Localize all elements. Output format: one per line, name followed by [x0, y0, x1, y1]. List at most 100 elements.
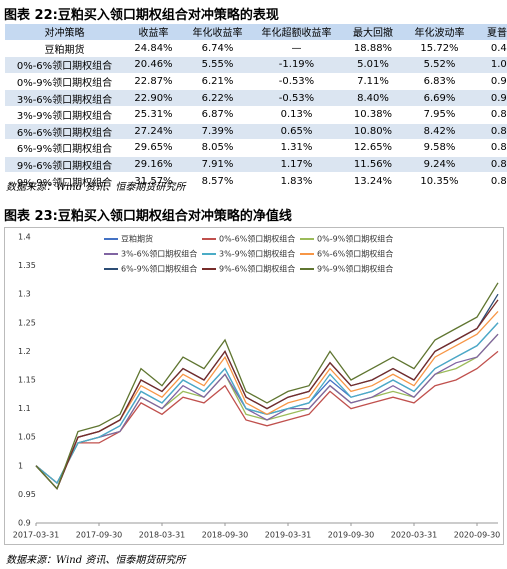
table-cell: 0.83: [474, 172, 507, 190]
table-source: 数据来源：Wind 资讯、恒泰期货研究所: [6, 182, 186, 193]
x-tick-label: 2019-09-30: [328, 531, 375, 540]
table-cell: 0.86: [474, 106, 507, 124]
table-cell: 6.87%: [183, 106, 252, 124]
table-cell: 10.35%: [405, 172, 474, 190]
table-cell: 9%-9%领口期权组合: [5, 172, 124, 190]
x-tick-label: 2019-03-31: [265, 531, 312, 540]
x-tick-label: 2018-03-31: [139, 531, 186, 540]
table-cell: -0.53%: [252, 73, 341, 91]
table-cell: 年化超额收益率: [252, 24, 341, 41]
legend-label: 6%-6%领口期权组合: [317, 249, 393, 259]
table-cell: -0.53%: [252, 89, 341, 107]
table: 对冲策略收益率年化收益率年化超额收益率最大回撤年化波动率夏普比豆粕期货24.84…: [5, 24, 507, 190]
chart: 0.9 0.95 1 1.05 1.1 1.15 1.2 1.25 1.3 1.35 1.4 2017…: [4, 227, 504, 545]
series-line: [35, 350, 499, 485]
table-cell: 0.86: [474, 156, 507, 174]
table-cell: 6.69%: [405, 89, 474, 107]
table-cell: 22.87%: [124, 73, 183, 91]
table-cell: 27.24%: [124, 123, 183, 141]
table-cell: 8.42%: [405, 123, 474, 141]
table-cell: 22.90%: [124, 89, 183, 107]
table-cell: 0.88: [474, 123, 507, 141]
table-cell: 6%-6%领口期权组合: [5, 123, 124, 141]
table-cell: 8.40%: [341, 89, 405, 107]
table-cell: -1.19%: [252, 56, 341, 74]
table-cell: 0%-9%领口期权组合: [5, 73, 124, 91]
table-cell: 5.01%: [341, 56, 405, 74]
table-cell: 0.13%: [252, 106, 341, 124]
table-cell: 6%-9%领口期权组合: [5, 139, 124, 157]
y-tick-label: 0.9: [18, 519, 31, 528]
table-cell: 0.91: [474, 73, 507, 91]
table-cell: 0.84: [474, 139, 507, 157]
table-row: 6%-6%领口期权组合 27.24% 7.39% 0.65% 10.80% 8.42% 0.…: [5, 123, 507, 141]
table-cell: 18.88%: [341, 40, 405, 58]
legend-label: 豆粕期货: [121, 234, 153, 244]
table-cell: 对冲策略: [5, 24, 124, 41]
x-tick-label: 2020-09-30: [454, 531, 501, 540]
y-tick-label: 1.05: [18, 433, 36, 442]
table-cell: 1.01: [474, 56, 507, 74]
table-cell: 31.57%: [124, 172, 183, 190]
y-tick-label: 1.2: [18, 347, 31, 356]
y-tick-label: 0.95: [18, 490, 36, 499]
legend-label: 9%-9%领口期权组合: [317, 264, 393, 274]
table-row: 对冲策略收益率年化收益率年化超额收益率最大回撤年化波动率夏普比: [5, 24, 507, 41]
table-row: 0%-6%领口期权组合 20.46% 5.55% -1.19% 5.01% 5.52% 1.…: [5, 56, 507, 74]
table-cell: 8.57%: [183, 172, 252, 190]
table-row: 9%-9%领口期权组合 31.57% 8.57% 1.83% 13.24% 10.35% 0…: [5, 172, 507, 190]
table-cell: 0.65%: [252, 123, 341, 141]
table-cell: 3%-6%领口期权组合: [5, 89, 124, 107]
table-row: 6%-9%领口期权组合 29.65% 8.05% 1.31% 12.65% 9.58% 0.…: [5, 139, 507, 157]
table-cell: 15.72%: [405, 40, 474, 58]
y-tick-label: 1.25: [18, 318, 36, 327]
table-cell: 25.31%: [124, 106, 183, 124]
table-cell: 豆粕期货: [5, 40, 124, 58]
table-cell: 7.39%: [183, 123, 252, 141]
table-row: 9%-6%领口期权组合 29.16% 7.91% 1.17% 11.56% 9.24% 0.…: [5, 156, 507, 174]
table-cell: 6.22%: [183, 89, 252, 107]
table-cell: 7.11%: [341, 73, 405, 91]
y-tick-label: 1.4: [18, 233, 31, 242]
table-cell: 11.56%: [341, 156, 405, 174]
legend-label: 0%-6%领口期权组合: [219, 234, 295, 244]
table-cell: 5.52%: [405, 56, 474, 74]
table-cell: 29.65%: [124, 139, 183, 157]
table-cell: 9.58%: [405, 139, 474, 157]
table-cell: 10.80%: [341, 123, 405, 141]
legend-label: 3%-6%领口期权组合: [121, 249, 197, 259]
table-cell: 7.95%: [405, 106, 474, 124]
table-cell: 夏普比: [474, 24, 507, 41]
table-cell: 20.46%: [124, 56, 183, 74]
x-tick-label: 2017-03-31: [13, 531, 60, 540]
table-cell: 最大回撤: [341, 24, 405, 41]
table-row: 0%-9%领口期权组合 22.87% 6.21% -0.53% 7.11% 6.83% 0.…: [5, 73, 507, 91]
table-cell: 6.74%: [183, 40, 252, 58]
legend-label: 3%-9%领口期权组合: [219, 249, 295, 259]
table-cell: 3%-9%领口期权组合: [5, 106, 124, 124]
x-tick-label: 2017-09-30: [76, 531, 123, 540]
table-cell: 1.83%: [252, 172, 341, 190]
table-cell: 收益率: [124, 24, 183, 41]
table-row: 3%-6%领口期权组合 22.90% 6.22% -0.53% 8.40% 6.69% 0.…: [5, 89, 507, 107]
x-tick-label: 2018-09-30: [202, 531, 249, 540]
series-line: [35, 299, 499, 490]
chart-source: 数据来源：Wind 资讯、恒泰期货研究所: [6, 555, 186, 566]
table-row: 3%-9%领口期权组合 25.31% 6.87% 0.13% 10.38% 7.95% 0.…: [5, 106, 507, 124]
y-tick-label: 1.1: [18, 404, 31, 413]
table-cell: 1.31%: [252, 139, 341, 157]
chart-frame: [4, 227, 504, 545]
table-cell: 24.84%: [124, 40, 183, 58]
table-cell: 12.65%: [341, 139, 405, 157]
table-cell: 9%-6%领口期权组合: [5, 156, 124, 174]
table-cell: 0.43: [474, 40, 507, 58]
table-cell: 8.05%: [183, 139, 252, 157]
table-cell: 13.24%: [341, 172, 405, 190]
legend-label: 9%-6%领口期权组合: [219, 264, 295, 274]
table-cell: 年化收益率: [183, 24, 252, 41]
series-line: [35, 282, 499, 490]
series-line: [35, 310, 499, 490]
y-tick-label: 1: [18, 461, 23, 470]
